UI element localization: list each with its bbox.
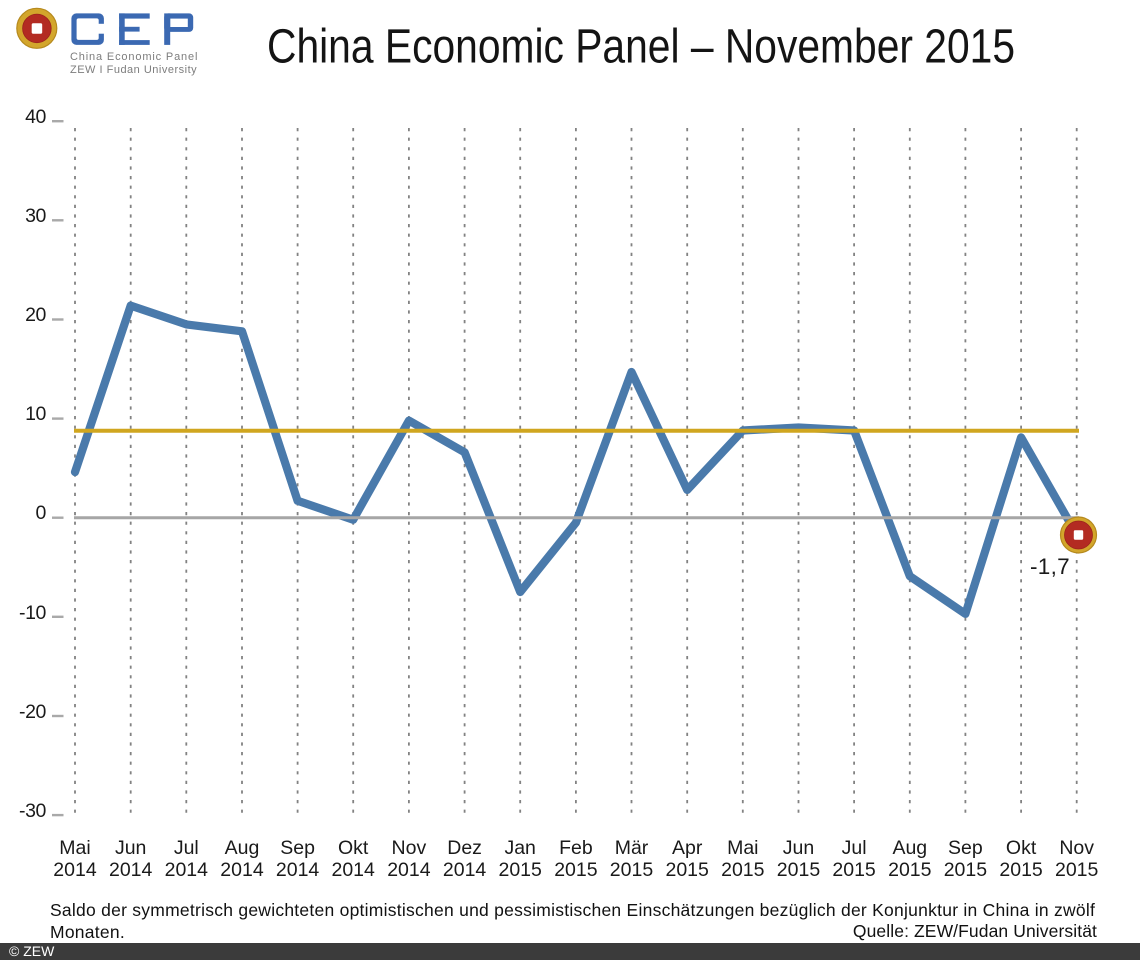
svg-text:China Economic Panel – Novembe: China Economic Panel – November 2015 — [267, 19, 1015, 73]
